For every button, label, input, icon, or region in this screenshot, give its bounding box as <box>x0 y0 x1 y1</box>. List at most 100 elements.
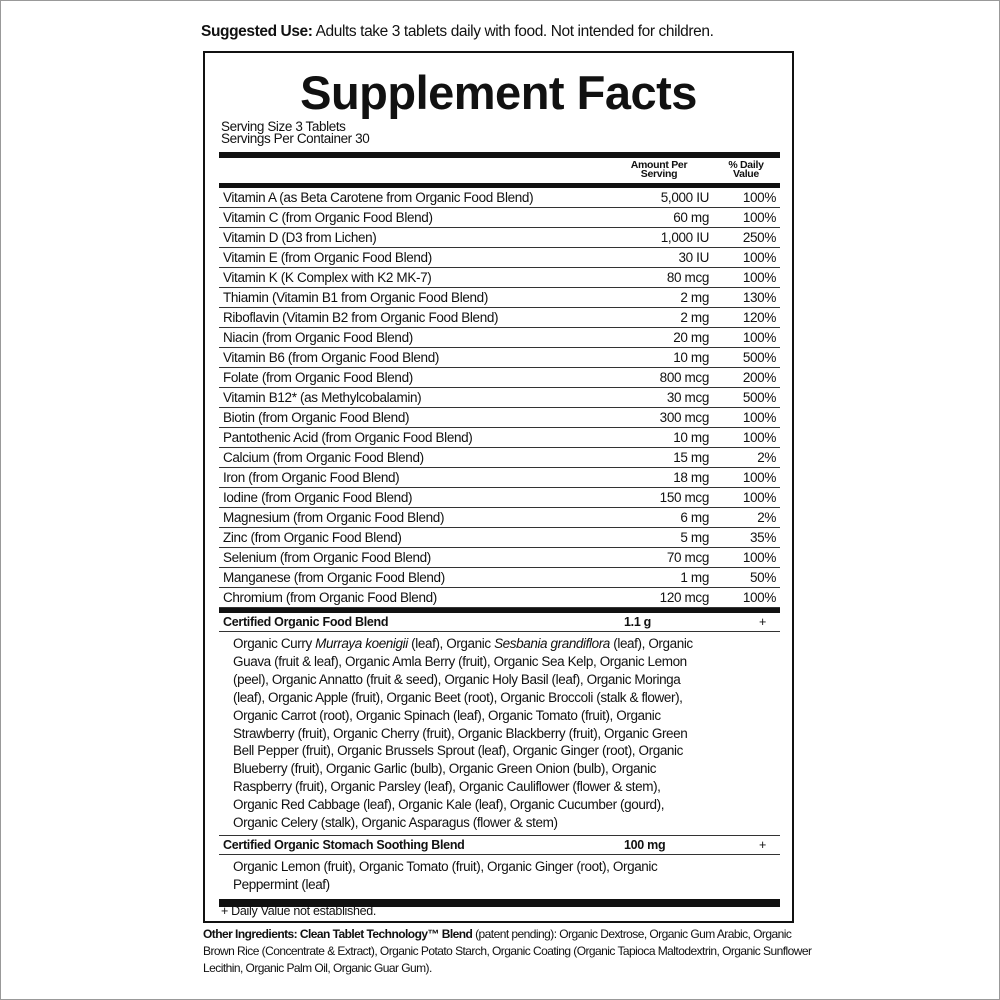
ingredient-text: Guava (fruit & leaf), Organic Amla Berry… <box>233 653 687 669</box>
ingredient-line: (peel), Organic Annatto (fruit & seed), … <box>233 671 780 689</box>
nutrient-name: Vitamin C (from Organic Food Blend) <box>223 210 433 225</box>
ingredient-text: Strawberry (fruit), Organic Cherry (frui… <box>233 725 688 741</box>
nutrient-amount: 60 mg <box>673 210 709 225</box>
nutrient-name: Biotin (from Organic Food Blend) <box>223 410 410 425</box>
nutrient-dv: 2% <box>757 450 776 465</box>
table-row: Manganese (from Organic Food Blend) 1 mg 5… <box>219 568 780 588</box>
ingredient-line: Organic Celery (stalk), Organic Asparagu… <box>233 814 780 832</box>
blend-name: Certified Organic Stomach Soothing Blend <box>223 837 465 852</box>
amount-header-line: Amount Per <box>630 159 688 171</box>
nutrient-amount: 80 mcg <box>666 270 710 285</box>
table-row: Selenium (from Organic Food Blend) 70 mcg… <box>219 548 780 568</box>
nutrient-amount: 2 mg <box>680 290 709 305</box>
ingredient-text: Raspberry (fruit), Organic Parsley (leaf… <box>233 779 661 795</box>
divider-thick <box>219 608 780 613</box>
nutrient-dv: 100% <box>742 590 776 605</box>
ingredient-line: Blueberry (fruit), Organic Garlic (bulb)… <box>233 760 780 778</box>
dv-header: % Daily Value <box>716 160 776 180</box>
nutrient-amount: 18 mg <box>673 470 709 485</box>
nutrient-amount: 6 mg <box>680 510 709 525</box>
ingredient-line: Organic Lemon (fruit), Organic Tomato (f… <box>233 858 780 876</box>
ingredient-text: (leaf), Organic Apple (fruit), Organic B… <box>233 689 683 705</box>
table-row: Magnesium (from Organic Food Blend) 6 mg 2… <box>219 508 780 528</box>
nutrient-name: Iodine (from Organic Food Blend) <box>223 490 413 505</box>
ingredient-line: Raspberry (fruit), Organic Parsley (leaf… <box>233 778 780 796</box>
blend-row: Certified Organic Stomach Soothing Blend… <box>219 836 780 855</box>
other-ingredients-text: (patent pending): Organic Dextrose, Orga… <box>203 927 812 975</box>
ingredient-line: Peppermint (leaf) <box>233 876 780 894</box>
amount-header: Amount Per Serving <box>619 159 699 180</box>
nutrient-dv: 500% <box>742 390 776 405</box>
table-row: Vitamin B6 (from Organic Food Blend) 10 m… <box>219 348 780 368</box>
nutrient-dv: 2% <box>757 510 776 525</box>
ingredient-line: Organic Carrot (root), Organic Spinach (… <box>233 707 780 725</box>
nutrient-name: Magnesium (from Organic Food Blend) <box>223 510 445 525</box>
nutrient-dv: 100% <box>742 410 776 425</box>
table-row: Zinc (from Organic Food Blend) 5 mg 35% <box>219 528 780 548</box>
divider-thick <box>219 152 780 158</box>
nutrient-name: Vitamin K (K Complex with K2 MK-7) <box>223 270 432 285</box>
ingredient-text: Bell Pepper (fruit), Organic Brussels Sp… <box>233 743 683 759</box>
ingredient-text: (leaf), Organic <box>407 636 495 651</box>
nutrient-dv: 50% <box>750 570 776 585</box>
ingredient-text: Peppermint (leaf) <box>233 876 330 892</box>
nutrient-amount: 30 IU <box>678 250 709 265</box>
nutrient-name: Vitamin B6 (from Organic Food Blend) <box>223 350 439 365</box>
table-row: Vitamin K (K Complex with K2 MK-7) 80 mcg… <box>219 268 780 288</box>
ingredient-text: Organic Curry <box>233 636 316 651</box>
nutrient-amount: 5,000 IU <box>660 190 710 205</box>
table-row: Niacin (from Organic Food Blend) 20 mg 100… <box>219 328 780 348</box>
table-row: Chromium (from Organic Food Blend) 120 mc… <box>219 588 780 608</box>
servings-per-container: Servings Per Container 30 <box>221 131 370 146</box>
other-ingredients-label: Other Ingredients: Clean Tablet Technolo… <box>203 927 473 941</box>
supplement-facts-panel: Supplement Facts Serving Size 3 Tablets … <box>203 51 794 923</box>
nutrient-name: Vitamin A (as Beta Carotene from Organic… <box>223 190 534 205</box>
nutrient-dv: 100% <box>742 550 776 565</box>
table-row: Thiamin (Vitamin B1 from Organic Food Bl… <box>219 288 780 308</box>
ingredient-line: Organic Curry Murraya koenigii (leaf), O… <box>233 635 780 653</box>
nutrient-dv: 100% <box>742 430 776 445</box>
suggested-use: Suggested Use: Adults take 3 tablets dai… <box>201 23 714 41</box>
serving-info: Serving Size 3 Tablets Servings Per Cont… <box>221 119 370 146</box>
table-row: Biotin (from Organic Food Blend) 300 mcg 1… <box>219 408 780 428</box>
nutrient-name: Selenium (from Organic Food Blend) <box>223 550 431 565</box>
nutrient-dv: 100% <box>742 190 776 205</box>
nutrient-dv: 100% <box>742 330 776 345</box>
divider-thick <box>219 898 780 907</box>
nutrient-amount: 30 mcg <box>666 390 710 405</box>
ingredient-line: Organic Red Cabbage (leaf), Organic Kale… <box>233 796 780 814</box>
ingredient-text: Sesbania grandiflora <box>494 636 610 651</box>
nutrient-name: Niacin (from Organic Food Blend) <box>223 330 413 345</box>
table-row: Vitamin E (from Organic Food Blend) 30 IU… <box>219 248 780 268</box>
nutrient-amount: 800 mcg <box>659 370 710 385</box>
table-row: Iron (from Organic Food Blend) 18 mg 100% <box>219 468 780 488</box>
nutrient-name: Pantothenic Acid (from Organic Food Blen… <box>223 430 473 445</box>
serving-size: Serving Size 3 Tablets <box>221 119 346 134</box>
divider-thick <box>219 183 780 188</box>
blend-dv: + <box>759 837 766 852</box>
blend-row: Certified Organic Food Blend 1.1 g + <box>219 613 780 632</box>
column-header: Amount Per Serving % Daily Value <box>219 159 780 183</box>
nutrient-name: Chromium (from Organic Food Blend) <box>223 590 437 605</box>
nutrient-amount: 10 mg <box>673 350 709 365</box>
ingredient-line: (leaf), Organic Apple (fruit), Organic B… <box>233 689 780 707</box>
ingredient-text: Organic Celery (stalk), Organic Asparagu… <box>233 815 558 831</box>
nutrient-amount: 1,000 IU <box>660 230 710 245</box>
footnote: + Daily Value not established. <box>221 904 377 918</box>
table-row: Pantothenic Acid (from Organic Food Blen… <box>219 428 780 448</box>
nutrient-amount: 2 mg <box>680 310 709 325</box>
nutrient-amount: 20 mg <box>673 330 709 345</box>
nutrient-name: Folate (from Organic Food Blend) <box>223 370 413 385</box>
suggested-use-text: Adults take 3 tablets daily with food. N… <box>312 23 714 40</box>
table-row: Iodine (from Organic Food Blend) 150 mcg 1… <box>219 488 780 508</box>
ingredient-text: Murraya koenigii <box>315 636 408 651</box>
nutrient-name: Iron (from Organic Food Blend) <box>223 470 400 485</box>
nutrient-name: Manganese (from Organic Food Blend) <box>223 570 445 585</box>
nutrient-amount: 70 mcg <box>666 550 710 565</box>
nutrient-dv: 120% <box>742 310 776 325</box>
nutrient-amount: 10 mg <box>673 430 709 445</box>
nutrient-name: Calcium (from Organic Food Blend) <box>223 450 424 465</box>
nutrient-dv: 200% <box>742 370 776 385</box>
nutrient-amount: 1 mg <box>680 570 709 585</box>
table-row: Vitamin D (D3 from Lichen) 1,000 IU 250% <box>219 228 780 248</box>
